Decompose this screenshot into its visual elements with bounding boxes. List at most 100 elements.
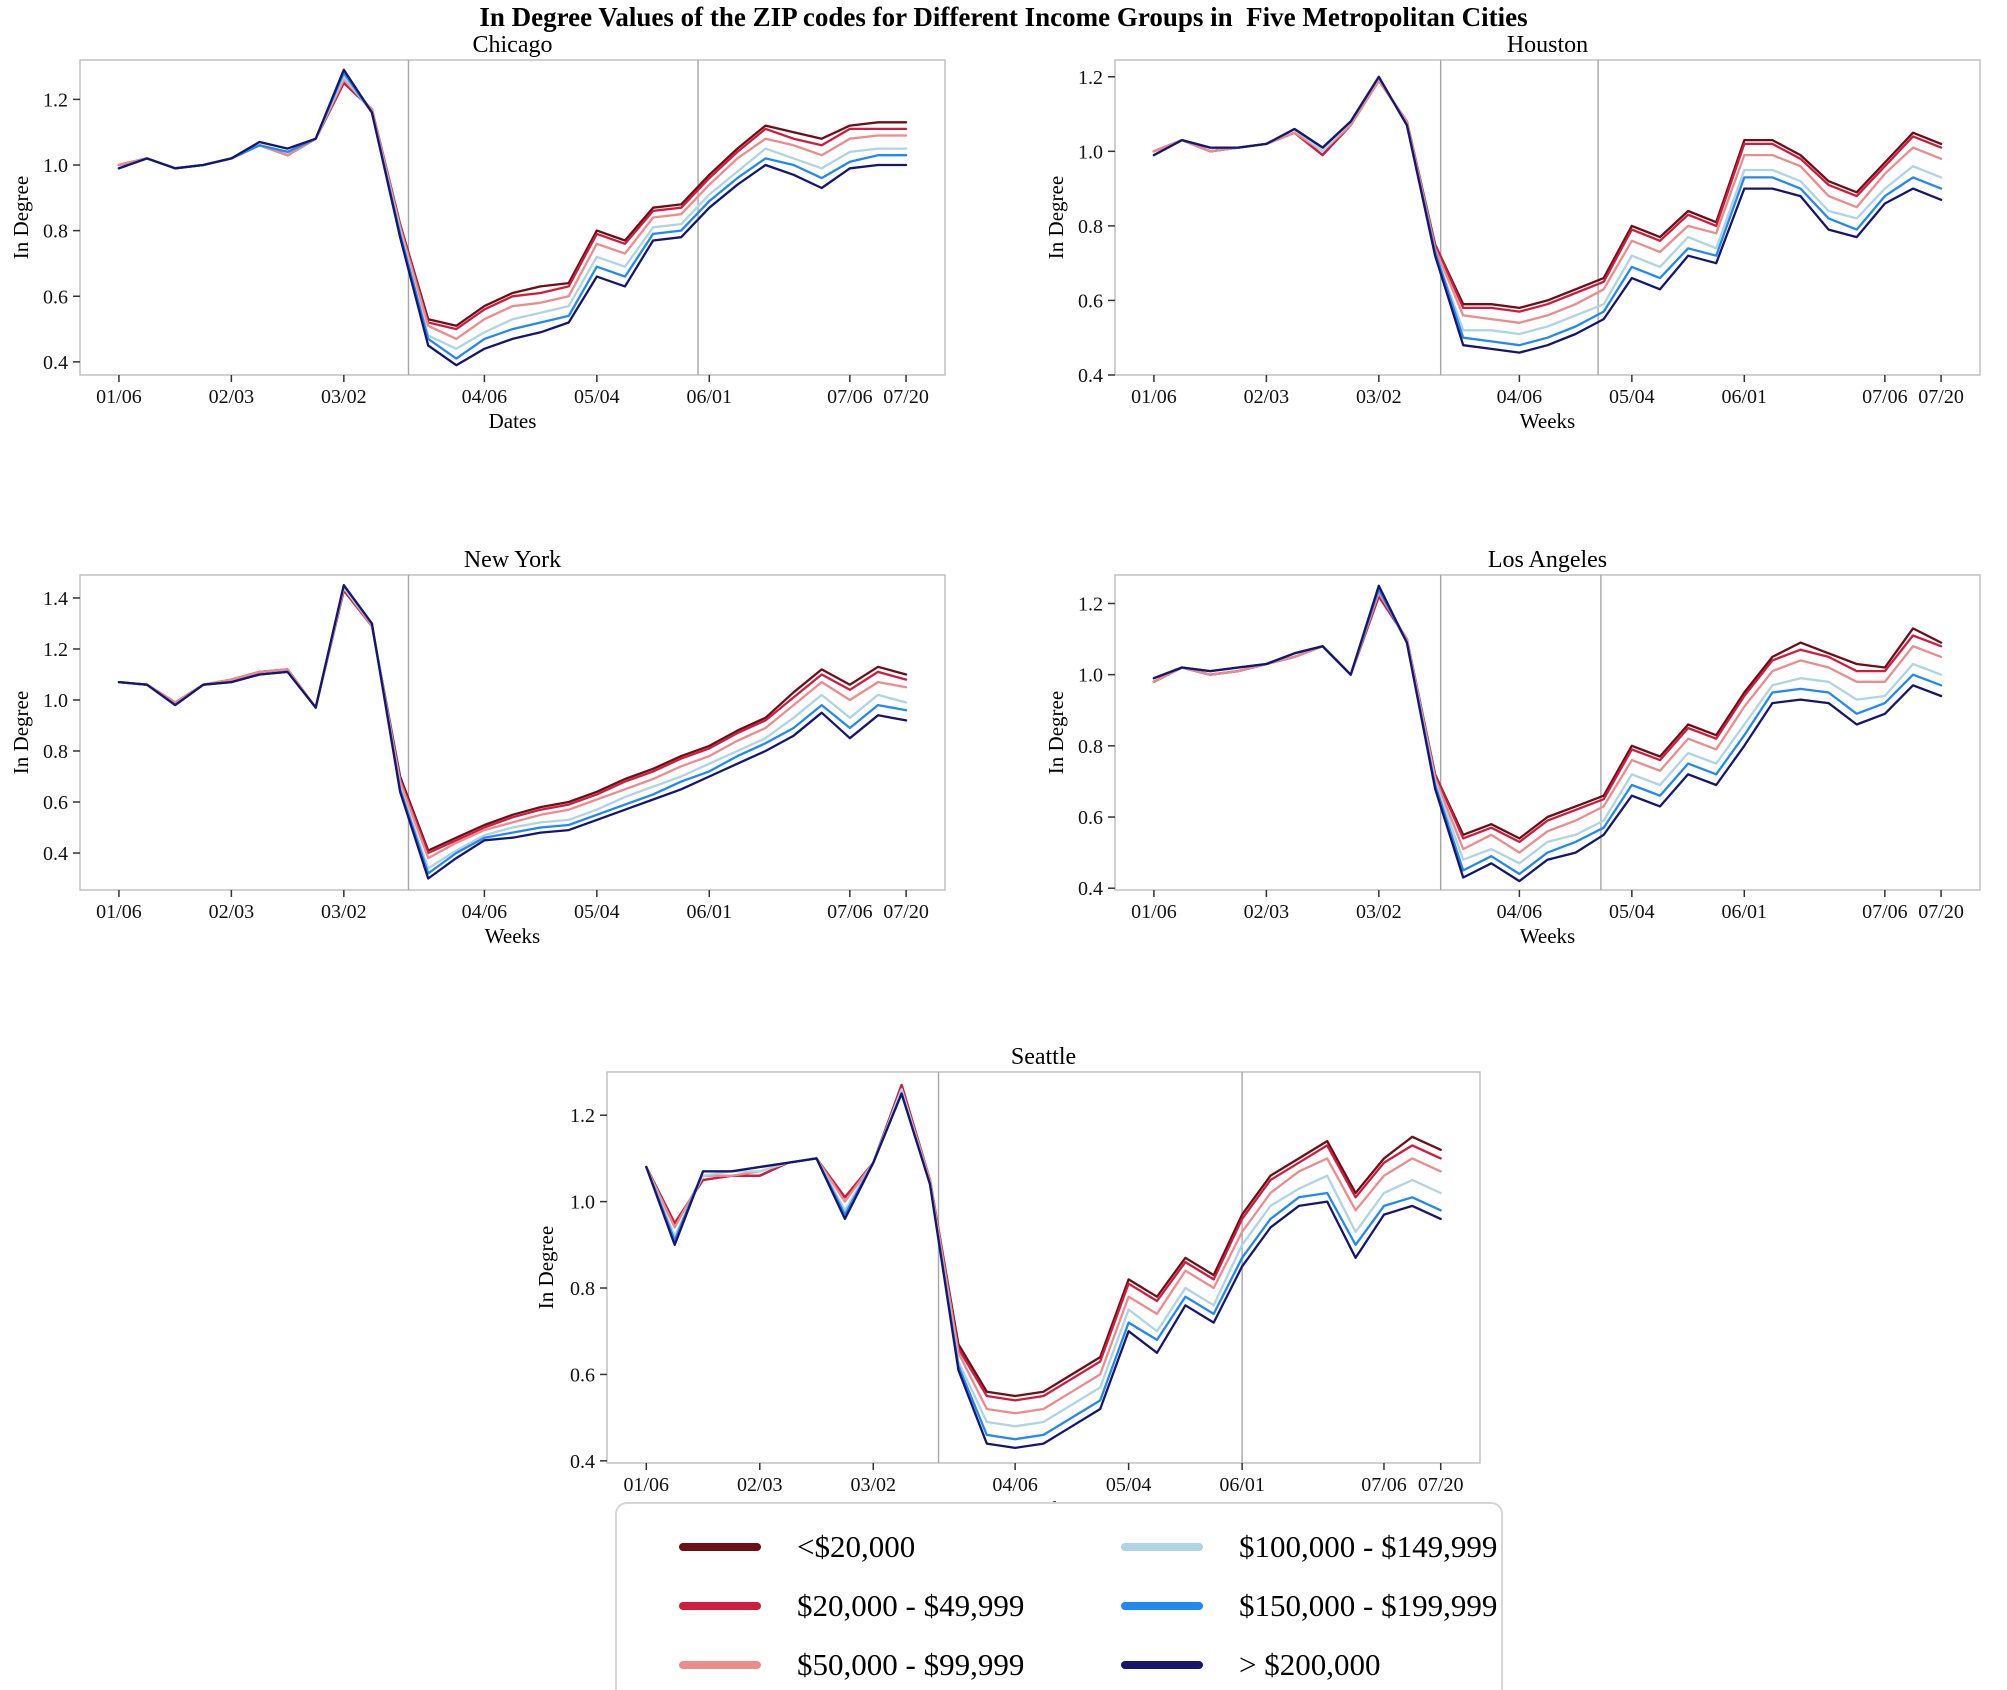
x-tick-label: 01/06 (96, 901, 142, 923)
legend-item-label: > $200,000 (1239, 1646, 1381, 1682)
x-tick-label: 07/06 (827, 386, 873, 408)
x-tick-label: 06/01 (1722, 386, 1768, 408)
x-tick-label: 07/06 (1862, 386, 1908, 408)
x-axis-label: Weeks (485, 924, 540, 945)
series-line (117, 78, 908, 341)
x-tick-label: 04/06 (462, 901, 508, 923)
series-line (1152, 588, 1943, 865)
series-line (645, 1092, 1442, 1450)
y-tick-label: 1.0 (570, 1192, 595, 1214)
series-line (1152, 595, 1943, 844)
series-line (645, 1088, 1442, 1428)
x-tick-label: 07/06 (1361, 1474, 1407, 1496)
x-tick-label: 01/06 (96, 386, 142, 408)
y-tick-label: 1.0 (1078, 665, 1103, 687)
x-tick-label: 04/06 (1497, 901, 1543, 923)
y-tick-label: 1.4 (43, 588, 68, 610)
y-tick-label: 0.6 (43, 286, 68, 308)
legend-item-label: $20,000 - $49,999 (797, 1587, 1025, 1623)
x-tick-label: 05/04 (1106, 1474, 1152, 1496)
subplot-title: Los Angeles (1488, 547, 1607, 573)
chart-canvas: 0.4 0.6 0.8 1.0 1.2 1.4 01/06 02/03 03/02 04/06 05… (9, 547, 946, 948)
series-line (117, 71, 908, 360)
series-line (645, 1083, 1442, 1398)
series-line (117, 586, 908, 870)
y-tick-label: 1.2 (1078, 593, 1103, 615)
x-tick-label: 06/01 (687, 386, 733, 408)
y-tick-label: 0.6 (570, 1364, 595, 1386)
y-tick-label: 0.6 (43, 792, 68, 814)
plot-border (606, 1071, 1481, 1464)
x-tick-label: 02/03 (209, 901, 255, 923)
legend-line-swatch (679, 1601, 761, 1610)
x-tick-label: 02/03 (209, 386, 255, 408)
legend-item-label: $150,000 - $199,999 (1239, 1587, 1498, 1623)
y-axis-label: In Degree (10, 176, 33, 259)
series-line (1152, 79, 1943, 310)
series-line (1152, 75, 1943, 336)
x-tick-label: 01/06 (624, 1474, 670, 1496)
x-tick-label: 03/02 (1356, 901, 1402, 923)
legend-item-label: $50,000 - $99,999 (797, 1646, 1025, 1682)
x-tick-label: 07/20 (1918, 386, 1964, 408)
legend-item: $20,000 - $49,999 (617, 1577, 1059, 1636)
x-tick-label: 03/02 (1356, 386, 1402, 408)
chart-canvas: 0.4 0.6 0.8 1.0 1.2 01/06 02/03 03/02 04/06 05/04… (9, 32, 946, 433)
y-tick-label: 1.0 (43, 155, 68, 177)
x-tick-label: 06/01 (1722, 901, 1768, 923)
plot-border (1114, 574, 1981, 891)
x-tick-label: 03/02 (850, 1474, 896, 1496)
x-axis-label: Weeks (1520, 409, 1575, 430)
x-tick-label: 05/04 (574, 386, 620, 408)
y-axis-label: In Degree (535, 1226, 558, 1309)
y-tick-label: 1.0 (1078, 141, 1103, 163)
y-axis-label: In Degree (1045, 176, 1068, 259)
y-tick-label: 0.4 (1078, 365, 1103, 387)
plot-border (1114, 59, 1981, 376)
chart-houston: 0.4 0.6 0.8 1.0 1.2 01/06 02/03 03/02 04/06 05/04… (1044, 30, 1995, 435)
y-tick-label: 0.4 (43, 843, 68, 865)
y-tick-label: 0.4 (1078, 878, 1103, 900)
y-tick-label: 0.8 (570, 1278, 595, 1300)
x-tick-label: 05/04 (1609, 901, 1655, 923)
subplot-title: Chicago (473, 32, 553, 58)
x-tick-label: 02/03 (737, 1474, 783, 1496)
y-tick-label: 1.2 (570, 1105, 595, 1127)
series-line (1152, 79, 1943, 313)
x-tick-label: 04/06 (462, 386, 508, 408)
figure-title: In Degree Values of the ZIP codes for Di… (479, 2, 1528, 32)
legend-item: <$20,000 (617, 1518, 1059, 1577)
y-tick-label: 0.6 (1078, 807, 1103, 829)
legend-line-swatch (1121, 1601, 1203, 1610)
x-tick-label: 07/20 (1418, 1474, 1464, 1496)
plot-border (79, 59, 946, 376)
subplot-title: Houston (1507, 32, 1588, 58)
chart-chicago: 0.4 0.6 0.8 1.0 1.2 01/06 02/03 03/02 04/06 05/04… (9, 30, 960, 435)
y-tick-label: 1.2 (43, 639, 68, 661)
legend-line-swatch (679, 1660, 761, 1669)
series-line (117, 586, 908, 860)
subplot-title: Seattle (1011, 1044, 1076, 1070)
legend-item: > $200,000 (1059, 1635, 1501, 1690)
y-tick-label: 1.2 (1078, 67, 1103, 89)
x-tick-label: 05/04 (1609, 386, 1655, 408)
y-tick-label: 0.6 (1078, 290, 1103, 312)
legend-item: $100,000 - $149,999 (1059, 1518, 1501, 1577)
x-tick-label: 07/06 (827, 901, 873, 923)
x-tick-label: 03/02 (321, 386, 367, 408)
x-tick-label: 07/20 (1918, 901, 1964, 923)
series-line (117, 75, 908, 350)
x-tick-label: 07/20 (883, 901, 929, 923)
legend: <$20,000 $20,000 - $49,999 $50,000 - $99… (615, 1502, 1503, 1690)
y-tick-label: 0.8 (43, 741, 68, 763)
y-tick-label: 0.8 (43, 221, 68, 243)
legend-item-label: $100,000 - $149,999 (1239, 1529, 1498, 1565)
legend-line-swatch (679, 1543, 761, 1552)
plot-border (79, 574, 946, 891)
chart-canvas: 0.4 0.6 0.8 1.0 1.2 01/06 02/03 03/02 04/06 05/04… (534, 1044, 1481, 1521)
x-tick-label: 07/20 (883, 386, 929, 408)
y-axis-label: In Degree (1045, 691, 1068, 774)
subplot-title: New York (464, 547, 561, 573)
y-tick-label: 0.4 (43, 352, 68, 374)
